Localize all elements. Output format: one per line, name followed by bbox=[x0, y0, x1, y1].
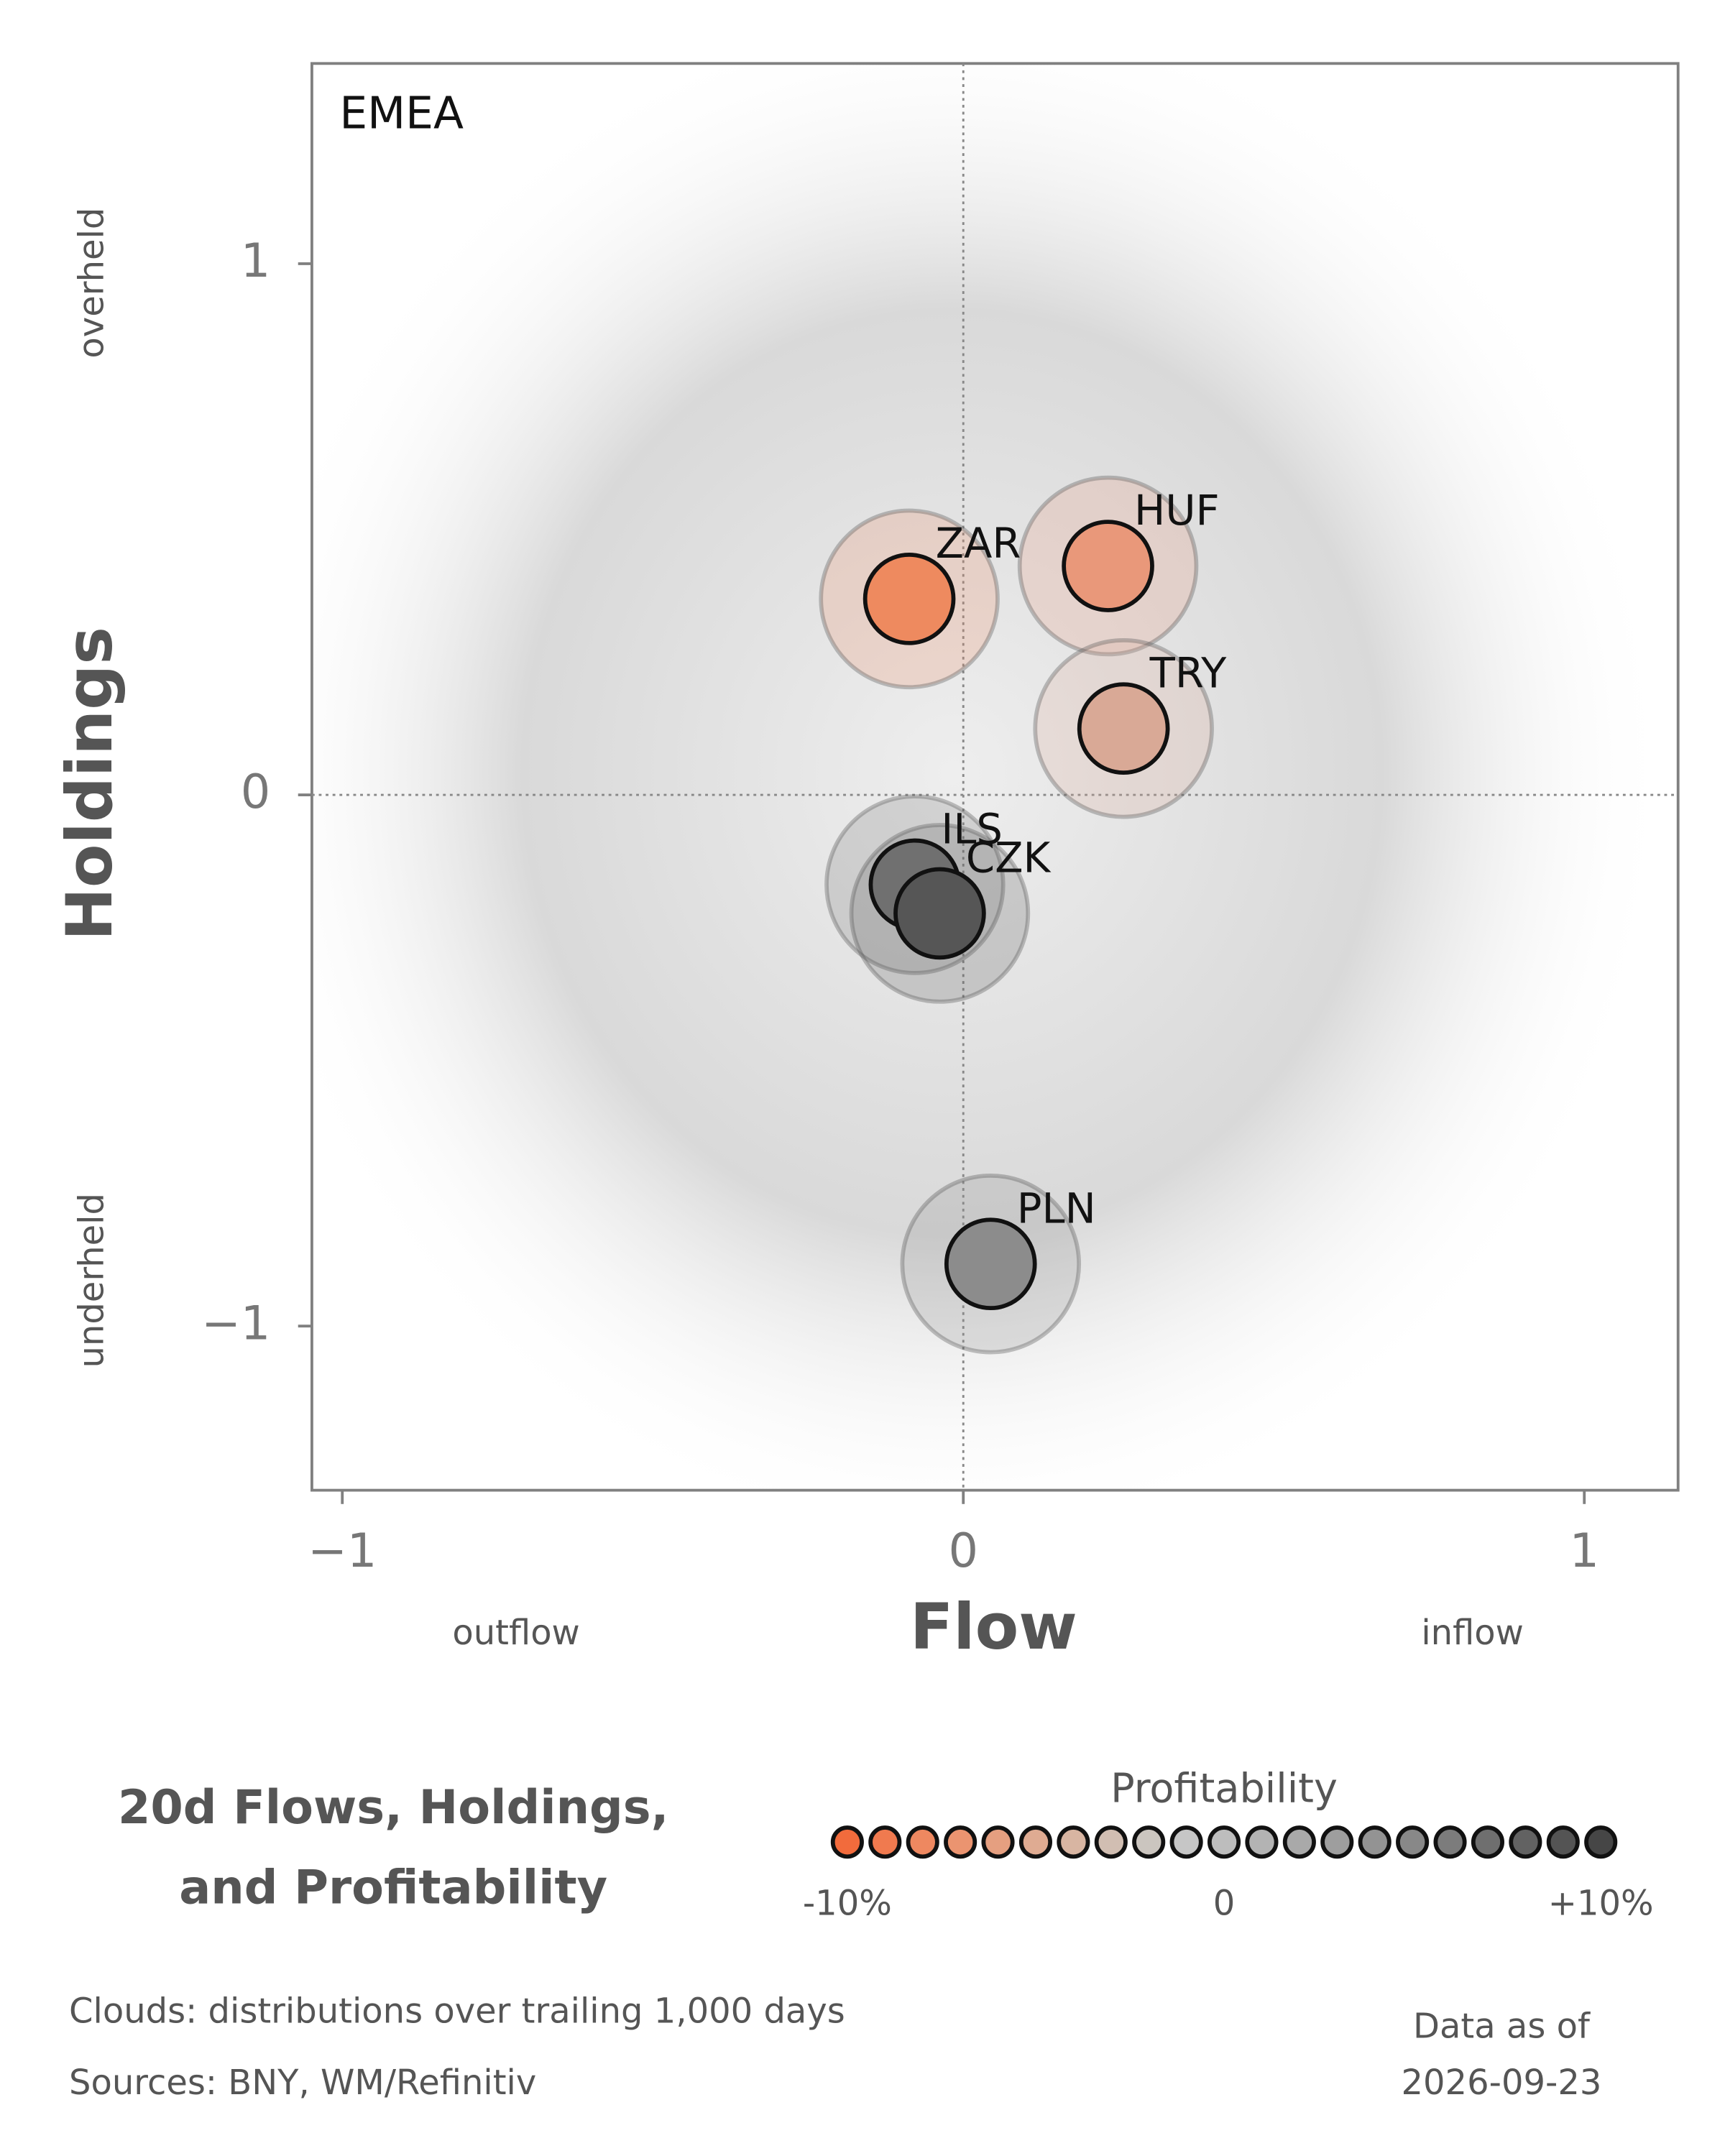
bubble-label: TRY bbox=[1149, 649, 1228, 697]
colorbar-swatch bbox=[1471, 1825, 1504, 1859]
colorbar-title: Profitability bbox=[1110, 1765, 1338, 1812]
bubble-label: HUF bbox=[1134, 487, 1220, 535]
y-tick-label: 0 bbox=[241, 765, 271, 819]
colorbar-tick-label: 0 bbox=[1213, 1884, 1236, 1924]
x-high-note: inflow bbox=[1421, 1613, 1524, 1653]
colorbar-swatch bbox=[1433, 1825, 1467, 1859]
title-line: 20d Flows, Holdings, bbox=[118, 1780, 668, 1835]
bubble bbox=[893, 867, 986, 960]
colorbar-swatch bbox=[1546, 1825, 1580, 1859]
title-line: and Profitability bbox=[179, 1860, 607, 1915]
colorbar-swatch bbox=[1396, 1825, 1430, 1859]
footnote: Sources: BNY, WM/Refinitiv bbox=[69, 2063, 536, 2103]
colorbar-swatch bbox=[1208, 1825, 1241, 1859]
bubble-label: ILS bbox=[941, 806, 1003, 854]
y-tick-label: 1 bbox=[241, 234, 271, 288]
bubble-label: CZK bbox=[966, 834, 1052, 883]
colorbar-tick-label: -10% bbox=[803, 1884, 892, 1924]
colorbar-swatch bbox=[1057, 1825, 1090, 1859]
colorbar-tick-label: +10% bbox=[1548, 1884, 1654, 1924]
y-high-note: overheld bbox=[72, 208, 112, 359]
colorbar-swatch bbox=[906, 1825, 939, 1859]
x-tick-label: −1 bbox=[308, 1524, 377, 1578]
asof-label: Data as of bbox=[1413, 2006, 1591, 2046]
colorbar-swatch bbox=[1282, 1825, 1316, 1859]
panel-label: EMEA bbox=[339, 88, 464, 139]
colorbar-swatch bbox=[944, 1825, 978, 1859]
plot-frame bbox=[310, 62, 1680, 1492]
bubble bbox=[1077, 682, 1170, 775]
y-low-note: underheld bbox=[72, 1193, 112, 1368]
colorbar-swatch bbox=[981, 1825, 1015, 1859]
asof-date: 2026-09-23 bbox=[1401, 2063, 1601, 2103]
x-low-note: outflow bbox=[452, 1613, 579, 1653]
bubble-label: PLN bbox=[1017, 1184, 1096, 1233]
colorbar-swatch bbox=[1018, 1825, 1052, 1859]
colorbar-swatch bbox=[868, 1825, 902, 1859]
colorbar-swatch bbox=[1584, 1825, 1618, 1859]
x-axis-label: Flow bbox=[910, 1590, 1077, 1664]
y-tick-label: −1 bbox=[201, 1296, 270, 1350]
colorbar-swatch bbox=[830, 1825, 864, 1859]
bubble bbox=[862, 553, 956, 645]
colorbar-swatch bbox=[1358, 1825, 1392, 1859]
cloud bbox=[311, 63, 1670, 1491]
colorbar-swatch bbox=[1320, 1825, 1354, 1859]
footnote: Clouds: distributions over trailing 1,00… bbox=[69, 1991, 845, 2031]
colorbar-swatch bbox=[1169, 1825, 1203, 1859]
bubble bbox=[944, 1217, 1037, 1311]
colorbar-swatch bbox=[1094, 1825, 1128, 1859]
x-tick-label: 0 bbox=[948, 1524, 978, 1578]
colorbar-swatch bbox=[1509, 1825, 1542, 1859]
colorbar-swatch bbox=[1132, 1825, 1166, 1859]
bubble bbox=[1062, 520, 1154, 612]
bubble-label: ZAR bbox=[936, 520, 1021, 568]
cloud-background bbox=[311, 63, 1670, 1491]
colorbar-swatch bbox=[1245, 1825, 1279, 1859]
x-tick-label: 1 bbox=[1569, 1524, 1599, 1578]
y-axis-label: Holdings bbox=[52, 627, 126, 941]
